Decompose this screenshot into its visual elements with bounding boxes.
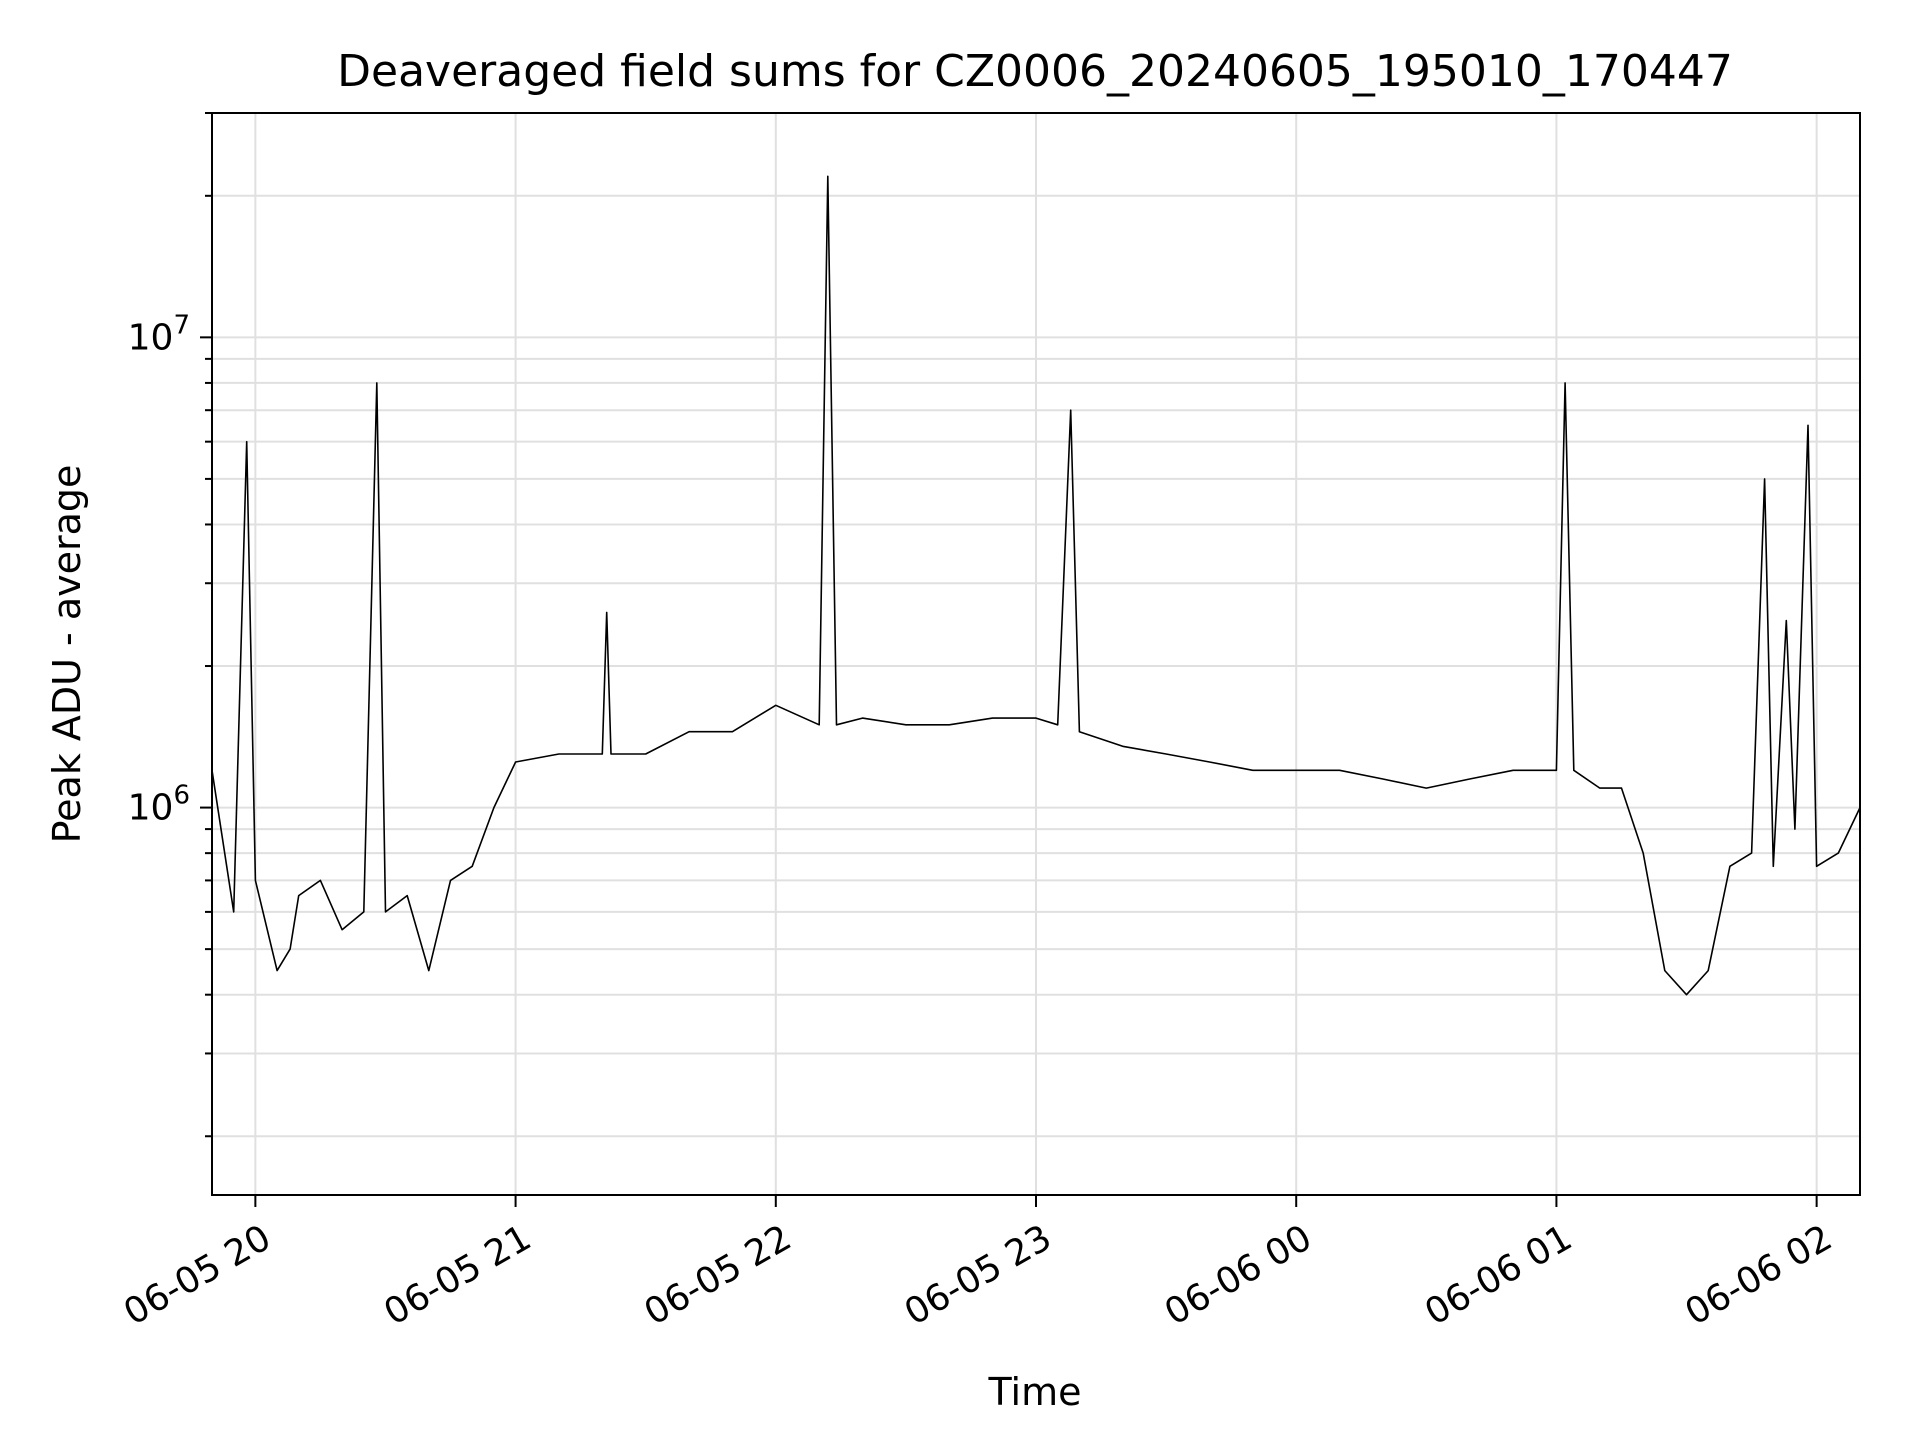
y-tick-label: 107 (128, 310, 190, 358)
y-axis: 106 107 (128, 112, 212, 1138)
grid (212, 112, 1860, 1195)
x-tick-label: 06-06 00 (1158, 1217, 1319, 1333)
x-axis: 06-05 20 06-05 21 06-05 22 06-05 23 06-06 00… (117, 1195, 1839, 1334)
chart-title: Deaveraged field sums for CZ0006_2024060… (337, 46, 1733, 97)
series-line (211, 175, 1861, 996)
y-tick-label: 106 (128, 781, 190, 829)
y-axis-label: Peak ADU - average (45, 465, 89, 844)
x-tick-label: 06-05 21 (377, 1217, 538, 1333)
x-tick-label: 06-05 20 (117, 1217, 278, 1333)
series-line-group (211, 175, 1861, 996)
x-axis-label: Time (988, 1370, 1082, 1414)
x-tick-label: 06-06 01 (1418, 1217, 1579, 1333)
x-tick-label: 06-05 22 (638, 1217, 799, 1333)
x-tick-label: 06-06 02 (1678, 1217, 1839, 1333)
x-tick-label: 06-05 23 (898, 1217, 1059, 1333)
